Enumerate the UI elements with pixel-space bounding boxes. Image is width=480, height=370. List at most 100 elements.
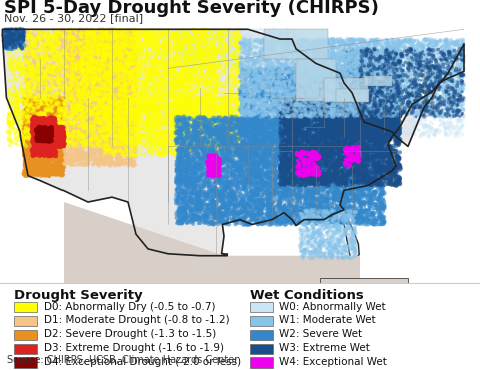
- Point: [122, 84, 130, 90]
- Point: [419, 84, 427, 90]
- Point: [137, 101, 145, 107]
- Point: [357, 36, 364, 42]
- Point: [348, 180, 356, 186]
- Point: [372, 176, 379, 182]
- Point: [342, 219, 349, 225]
- Point: [22, 146, 29, 152]
- Point: [14, 67, 22, 73]
- Point: [117, 110, 125, 115]
- Point: [372, 111, 380, 117]
- Point: [375, 65, 383, 71]
- Point: [134, 52, 142, 58]
- Point: [131, 33, 139, 39]
- Point: [273, 56, 281, 62]
- Point: [312, 176, 319, 182]
- Point: [89, 61, 97, 67]
- Point: [191, 196, 198, 202]
- Point: [331, 102, 339, 108]
- Point: [128, 85, 136, 91]
- Point: [269, 104, 277, 110]
- Point: [50, 29, 58, 35]
- Point: [232, 84, 240, 90]
- Point: [348, 255, 355, 261]
- Point: [88, 35, 96, 41]
- Point: [384, 95, 392, 101]
- Point: [211, 132, 218, 138]
- Point: [184, 40, 192, 46]
- Point: [201, 108, 209, 114]
- Point: [235, 63, 243, 69]
- Point: [121, 100, 129, 106]
- Point: [364, 58, 372, 64]
- Point: [375, 135, 383, 141]
- Point: [371, 123, 379, 129]
- Point: [385, 104, 393, 110]
- Point: [326, 195, 334, 201]
- Point: [240, 203, 248, 209]
- Point: [277, 155, 285, 161]
- Point: [43, 117, 50, 123]
- Point: [77, 103, 85, 109]
- Point: [208, 168, 216, 174]
- Point: [103, 26, 110, 32]
- Point: [303, 139, 311, 145]
- Point: [187, 67, 194, 73]
- Point: [288, 122, 295, 128]
- Point: [281, 142, 289, 148]
- Point: [211, 173, 219, 179]
- Point: [380, 102, 387, 108]
- Point: [284, 105, 291, 111]
- Point: [312, 43, 319, 49]
- Point: [336, 162, 343, 168]
- Point: [225, 118, 233, 124]
- Point: [458, 84, 466, 90]
- Point: [355, 47, 363, 53]
- Point: [20, 86, 27, 92]
- Point: [353, 80, 360, 86]
- Point: [216, 97, 223, 102]
- Point: [344, 152, 351, 158]
- Point: [372, 75, 379, 81]
- Point: [419, 98, 427, 104]
- Point: [361, 68, 369, 74]
- Point: [181, 111, 189, 117]
- Point: [253, 201, 261, 206]
- Point: [276, 156, 284, 162]
- Point: [282, 84, 289, 90]
- Point: [266, 98, 274, 104]
- Point: [349, 106, 357, 112]
- Point: [24, 70, 31, 76]
- Point: [364, 161, 372, 167]
- Point: [304, 154, 312, 160]
- Point: [345, 122, 353, 128]
- Point: [323, 140, 330, 146]
- Point: [72, 140, 79, 146]
- Point: [281, 149, 288, 155]
- Point: [210, 121, 218, 127]
- Point: [391, 54, 399, 60]
- Point: [230, 191, 238, 197]
- Point: [96, 62, 104, 68]
- Point: [324, 116, 332, 122]
- Point: [365, 75, 372, 81]
- Point: [145, 116, 153, 122]
- Point: [392, 50, 400, 56]
- Point: [331, 189, 339, 195]
- Point: [197, 115, 205, 121]
- Point: [51, 92, 59, 98]
- Point: [173, 198, 180, 204]
- Point: [101, 155, 108, 161]
- Point: [357, 211, 364, 217]
- Point: [26, 73, 34, 79]
- Point: [335, 218, 342, 224]
- Point: [399, 97, 407, 103]
- Point: [348, 124, 356, 130]
- Point: [217, 139, 225, 145]
- Point: [243, 157, 251, 163]
- Point: [280, 156, 288, 162]
- Point: [29, 106, 36, 112]
- Point: [373, 166, 381, 172]
- Point: [258, 112, 266, 118]
- Point: [395, 60, 402, 66]
- Point: [391, 51, 399, 57]
